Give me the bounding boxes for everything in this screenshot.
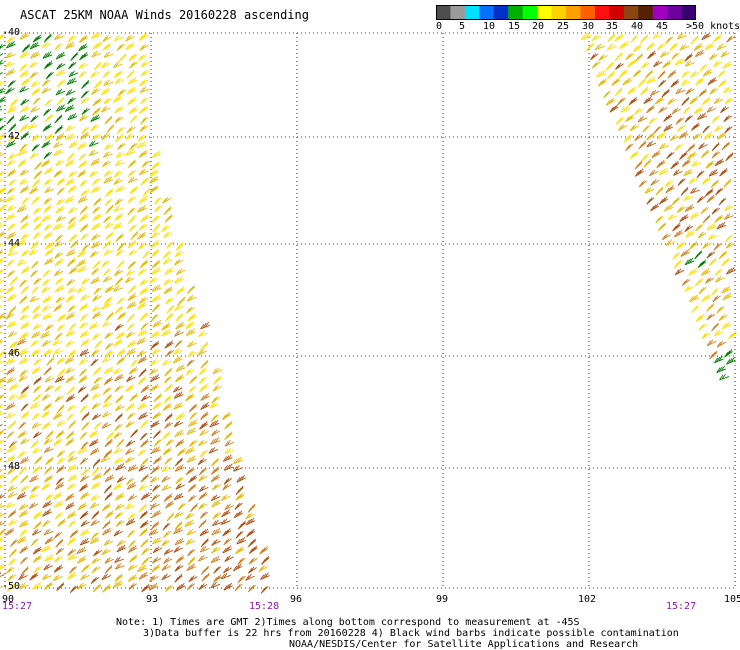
legend-swatch [537, 5, 553, 20]
wind-barb-group [0, 31, 737, 592]
legend-swatch [508, 5, 524, 20]
legend-swatch [638, 5, 654, 20]
legend-swatch [681, 5, 696, 20]
wind-barb-group [0, 35, 736, 593]
legend-label-5: 5 [459, 21, 466, 32]
legend-label-25: 25 [557, 21, 570, 32]
wind-speed-legend-labels: 0 5 10 15 20 25 30 35 40 45 >50 knots [430, 21, 740, 33]
legend-label-50-knots: >50 knots [686, 21, 740, 32]
wind-barb-group [0, 33, 736, 381]
legend-label-30: 30 [582, 21, 595, 32]
wind-barb-group [0, 31, 735, 593]
legend-label-0: 0 [436, 21, 443, 32]
legend-label-20: 20 [532, 21, 545, 32]
time-label-left: 15:27 [2, 601, 33, 612]
wind-speed-legend-bar [436, 5, 696, 20]
legend-swatch [580, 5, 596, 20]
lon-label-90: 90 [2, 594, 15, 605]
legend-swatch [667, 5, 683, 20]
lon-label-96: 96 [290, 594, 303, 605]
legend-swatch [623, 5, 639, 20]
legend-label-10: 10 [483, 21, 496, 32]
lat-label-50: -50 [2, 581, 21, 592]
legend-swatch [566, 5, 582, 20]
legend-swatch [594, 5, 610, 20]
footnote-line-1: Note: 1) Times are GMT 2)Times along bot… [116, 617, 580, 628]
legend-swatch [609, 5, 625, 20]
wind-barb-map [0, 31, 737, 594]
lon-label-93: 93 [146, 594, 159, 605]
lat-label-46: -46 [2, 348, 21, 359]
legend-swatch [522, 5, 538, 20]
lat-label-40: -40 [2, 27, 21, 38]
legend-swatch [450, 5, 466, 20]
wind-barbs [0, 31, 737, 594]
chart-title: ASCAT 25KM NOAA Winds 20160228 ascending [20, 8, 309, 22]
lon-label-99: 99 [436, 594, 449, 605]
legend-label-40: 40 [631, 21, 644, 32]
legend-swatch [479, 5, 495, 20]
lon-label-102: 102 [578, 594, 597, 605]
footnote-line-3: NOAA/NESDIS/Center for Satellite Applica… [289, 639, 639, 650]
legend-label-15: 15 [508, 21, 521, 32]
legend-swatch [493, 5, 509, 20]
wind-barb-group [0, 32, 736, 594]
legend-label-45: 45 [656, 21, 669, 32]
legend-label-35: 35 [606, 21, 619, 32]
lon-label-105: 105 [724, 594, 740, 605]
time-label-mid: 15:28 [249, 601, 280, 612]
legend-swatch [464, 5, 480, 20]
time-label-right: 15:27 [666, 601, 697, 612]
footnote-line-2: 3)Data buffer is 22 hrs from 20160228 4)… [143, 628, 679, 639]
lat-label-42: -42 [2, 131, 21, 142]
legend-swatch [652, 5, 668, 20]
lat-label-48: -48 [2, 461, 21, 472]
legend-swatch [436, 5, 452, 20]
legend-swatch [551, 5, 567, 20]
lat-label-44: -44 [2, 238, 21, 249]
